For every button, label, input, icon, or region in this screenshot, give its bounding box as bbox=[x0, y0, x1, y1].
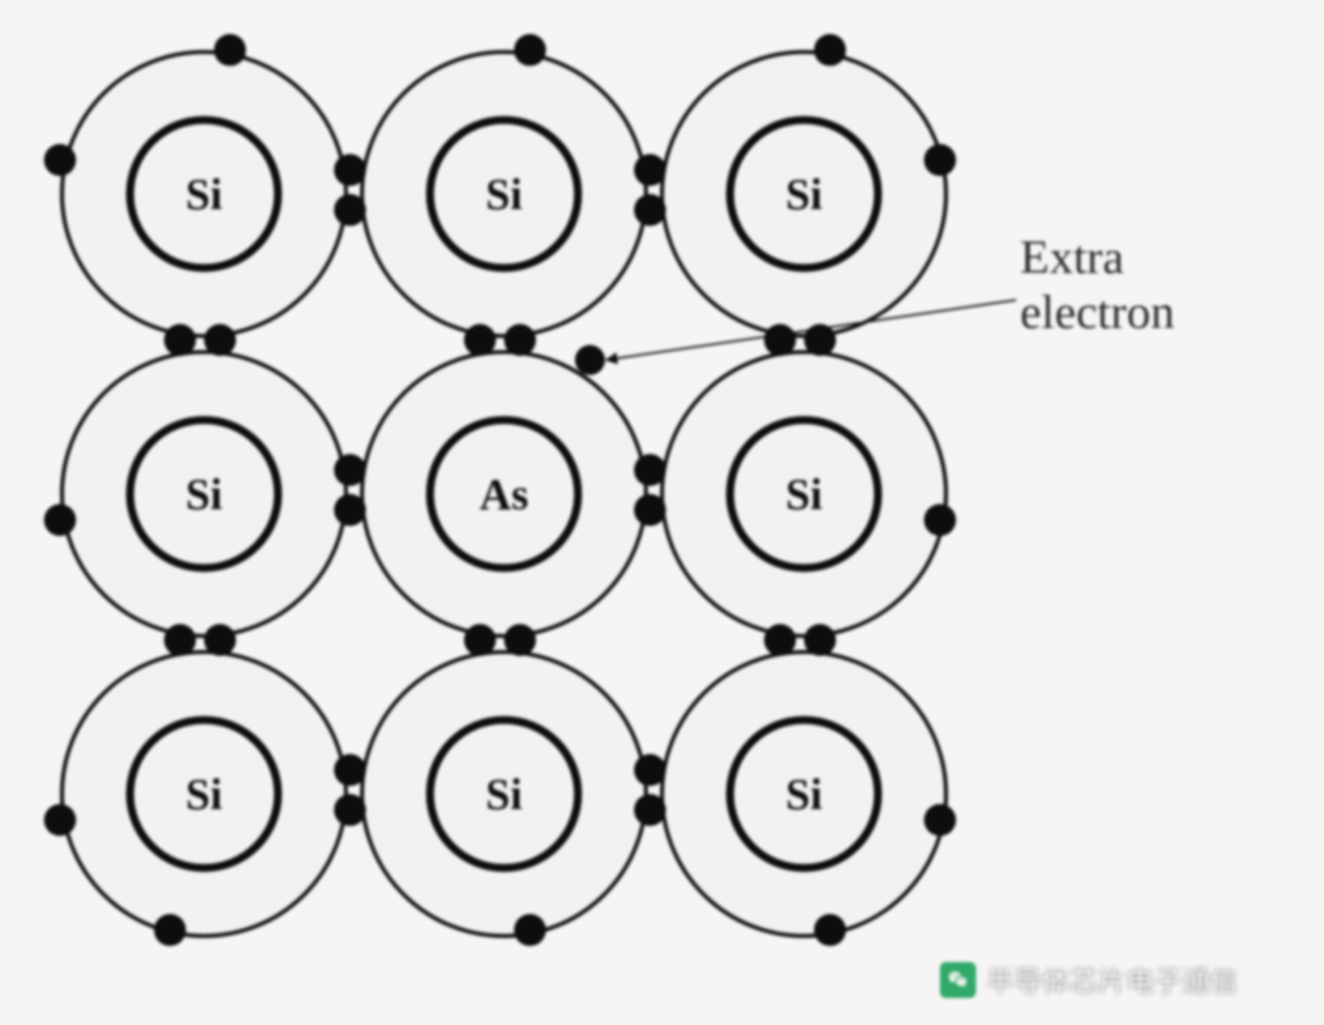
annotation-arrow bbox=[0, 0, 1324, 1025]
watermark-text: 半导体芯片电子通信 bbox=[986, 960, 1238, 1000]
watermark: 半导体芯片电子通信 bbox=[940, 960, 1238, 1000]
wechat-icon bbox=[940, 962, 976, 998]
diagram-stage: SiSiSiSiAsSiSiSiSi Extra electron 半导体芯片电… bbox=[0, 0, 1324, 1025]
extra-electron-annotation: Extra electron bbox=[1020, 230, 1175, 340]
